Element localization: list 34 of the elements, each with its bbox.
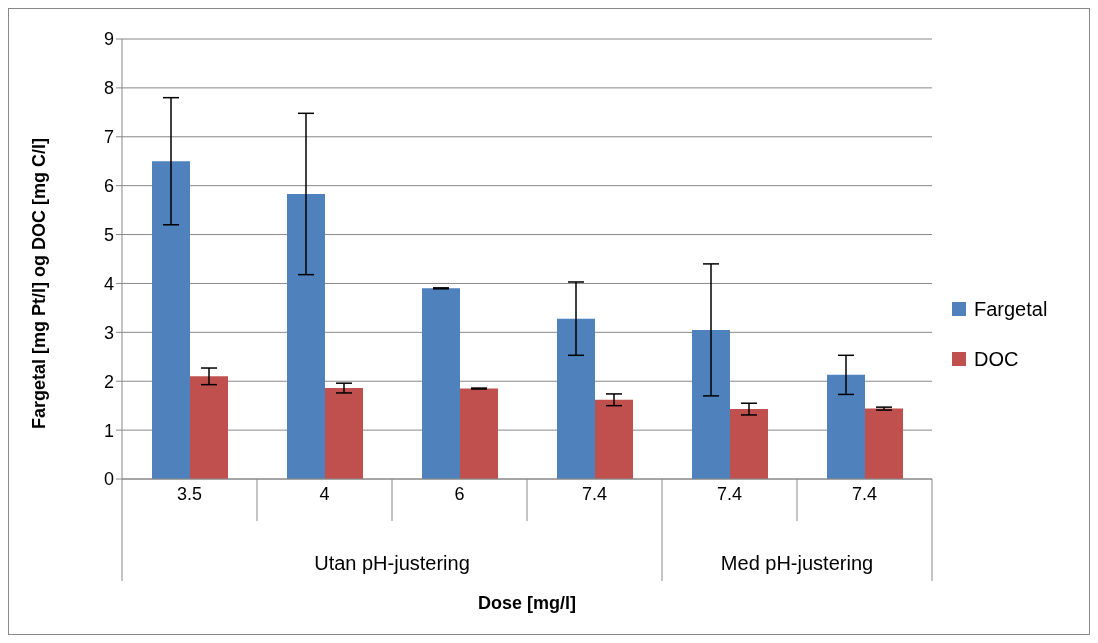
x-tick-label: 7.4 (581, 483, 608, 504)
text: Med pH-justering (720, 552, 874, 574)
y-tick-label: 5 (103, 224, 114, 245)
bar (595, 399, 633, 479)
bar (557, 318, 595, 479)
legend-label: DOC (974, 347, 1019, 371)
bar (325, 388, 363, 479)
y-tick-label: 0 (103, 469, 114, 490)
x-tick-label: 7.4 (716, 483, 743, 504)
bar (422, 288, 460, 479)
x-tick-label: 7.4 (851, 483, 878, 504)
x-tick-label: 4 (319, 483, 330, 504)
y-axis-title: Fargetal [mg Pt/l] og DOC [mg C/l] (29, 138, 50, 429)
y-tick-label: 3 (103, 322, 114, 343)
y-tick-label: 7 (103, 127, 114, 148)
bar (287, 193, 325, 479)
bar (865, 408, 903, 479)
y-tick-label: 9 (103, 29, 114, 50)
bar (190, 376, 228, 479)
bar (692, 329, 730, 479)
y-tick-label: 1 (103, 420, 114, 441)
bar (730, 409, 768, 479)
x-axis-title: Dose [mg/l] (477, 593, 577, 613)
y-tick-label: 6 (103, 176, 114, 197)
bar (827, 374, 865, 479)
text: Utan pH-justering (314, 552, 470, 574)
y-tick-label: 2 (103, 371, 114, 392)
x-tick-label: 3.5 (176, 483, 203, 504)
legend-label: Fargetal (974, 297, 1048, 321)
bar (460, 388, 498, 479)
bar (152, 161, 190, 479)
y-tick-label: 8 (103, 78, 114, 99)
x-tick-label: 6 (454, 483, 465, 504)
y-tick-label: 4 (103, 273, 114, 294)
